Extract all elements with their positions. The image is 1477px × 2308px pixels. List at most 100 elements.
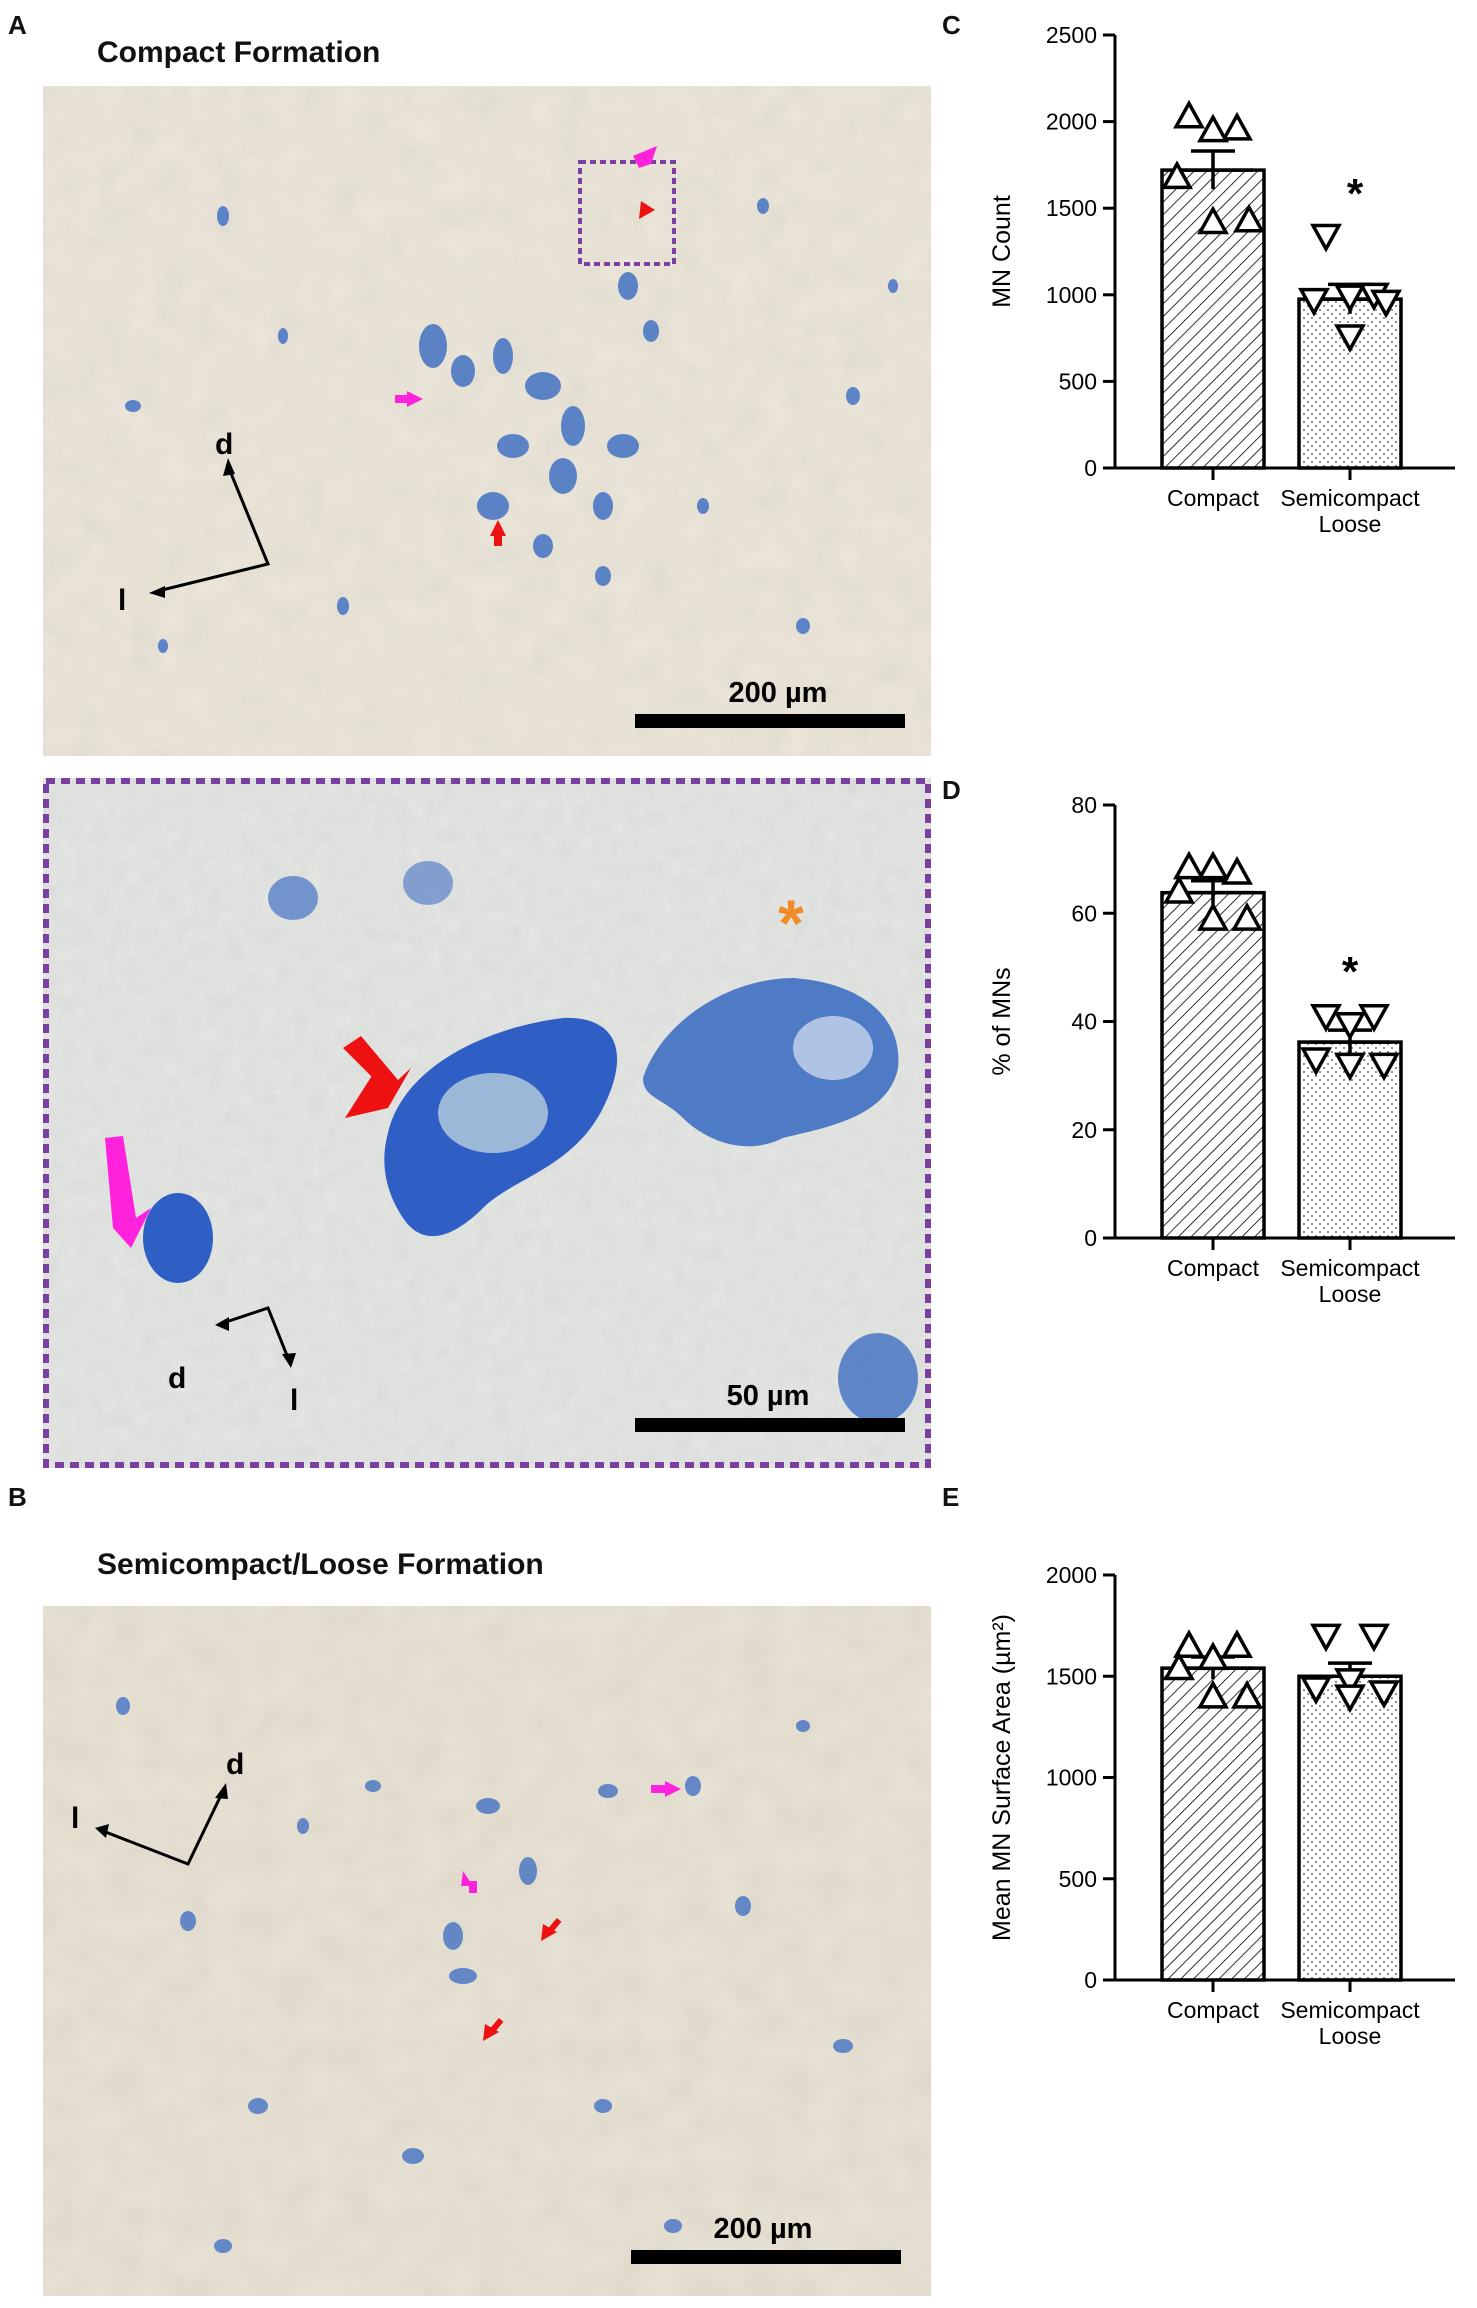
y-tick-label: 0 [1084, 1967, 1097, 1993]
data-point [1197, 850, 1229, 880]
y-tick-label: 60 [1071, 900, 1097, 926]
micrograph-compact-overview: d l 200 µm [43, 86, 931, 756]
inset-scale-bar-label: 50 µm [727, 1380, 810, 1412]
scale-bar-label: 200 µm [729, 677, 828, 709]
bar [1297, 1674, 1403, 1982]
panel-a-title: Compact Formation [97, 36, 381, 69]
data-point [1298, 287, 1330, 317]
b-axis-label-l: l [71, 1802, 79, 1835]
data-point [1197, 113, 1229, 143]
magenta-arrows [395, 146, 657, 407]
data-point [1358, 1003, 1390, 1033]
data-point [1358, 1623, 1390, 1653]
data-point [1368, 1680, 1400, 1710]
y-tick-label: 2000 [1046, 1562, 1097, 1588]
magenta-arrows-b [461, 1781, 681, 1893]
y-axis-label: Mean MN Surface Area (µm²) [988, 1614, 1016, 1941]
inset-border [43, 778, 931, 1468]
y-tick-label: 500 [1059, 1866, 1097, 1892]
panel-b-title: Semicompact/Loose Formation [97, 1548, 544, 1581]
panel-letter-d: D [942, 775, 961, 805]
data-point [1173, 99, 1205, 129]
micrograph-compact-inset: * d l 50 µm [43, 778, 931, 1468]
y-tick-label: 1000 [1046, 1765, 1097, 1791]
data-point [1334, 324, 1366, 353]
b-scale-bar-label: 200 µm [714, 2213, 813, 2245]
inset-region-box [578, 160, 676, 266]
b-axis-label-d: d [226, 1748, 244, 1781]
y-tick-label: 500 [1059, 368, 1097, 394]
data-point [1197, 1641, 1229, 1671]
panel-letter-e: E [942, 1482, 960, 1512]
stained-cells [125, 198, 898, 653]
y-tick-label: 1000 [1046, 282, 1097, 308]
x-tick-label: Loose [1319, 511, 1382, 537]
data-point [1221, 111, 1253, 141]
data-point [1334, 1052, 1366, 1082]
data-point [1233, 203, 1265, 233]
data-point [1173, 1629, 1205, 1659]
y-tick-label: 1500 [1046, 1663, 1097, 1689]
scale-bar [635, 714, 905, 728]
axis-indicator-a [157, 465, 271, 593]
chart-e-surface-area: 0 500 1000 1500 2000 Mean MN Surface Area (µm… [950, 1560, 1477, 2308]
x-tick-label: Loose [1319, 1281, 1382, 1307]
red-arrows [490, 201, 655, 546]
chart-c-mn-count: 0 500 1000 1500 2000 2500 MN Count Compact Semic… [950, 20, 1477, 780]
data-point [1370, 289, 1402, 319]
x-tick-label: Semicompact [1280, 1255, 1420, 1281]
magenta-arrow-large [105, 1136, 151, 1248]
micrograph-semicompact: d l 200 µm [43, 1606, 931, 2296]
y-tick-label: 80 [1071, 792, 1097, 818]
data-point [1334, 1668, 1366, 1697]
y-tick-label: 40 [1071, 1009, 1097, 1035]
bar [1160, 1666, 1266, 1982]
data-point [1231, 1679, 1263, 1709]
data-point [1231, 902, 1263, 931]
data-point [1221, 1629, 1253, 1659]
data-point [1334, 1012, 1366, 1041]
data-point [1334, 1684, 1366, 1714]
x-tick-label: Compact [1167, 485, 1260, 511]
axis-label-l: l [118, 584, 126, 617]
inset-scale-bar [635, 1418, 905, 1432]
data-point [1368, 1052, 1400, 1082]
chart-d-percent-mns: 0 20 40 60 80 % of MNs Compact Semicompact Loose… [950, 790, 1477, 1550]
data-point [1163, 1651, 1195, 1681]
inset-axis-label-l: l [290, 1384, 298, 1417]
significance-marker: * [1347, 170, 1364, 217]
y-tick-label: 2500 [1046, 22, 1097, 48]
data-point [1310, 1003, 1342, 1033]
data-point [1334, 284, 1366, 314]
y-axis-label: MN Count [988, 195, 1016, 308]
inset-axis-label-d: d [168, 1362, 186, 1395]
data-point [1221, 856, 1253, 885]
axis-indicator-inset [222, 1306, 290, 1359]
zoomed-cells [143, 861, 918, 1423]
b-scale-bar [631, 2250, 901, 2264]
data-point [1161, 160, 1193, 190]
red-arrows-b [483, 1917, 562, 2041]
bar [1160, 890, 1266, 1240]
y-tick-label: 2000 [1046, 109, 1097, 135]
axis-indicator-b [102, 1790, 225, 1866]
data-point [1300, 1676, 1332, 1706]
x-tick-label: Compact [1167, 1255, 1260, 1281]
x-tick-label: Semicompact [1280, 485, 1420, 511]
data-point [1300, 1047, 1332, 1076]
x-tick-label: Compact [1167, 1997, 1260, 2023]
panel-letter-c: C [942, 10, 961, 40]
data-point [1197, 205, 1229, 235]
x-tick-label: Loose [1319, 2023, 1382, 2049]
data-point [1197, 1679, 1229, 1709]
data-point [1310, 223, 1342, 253]
panel-letter-a: A [8, 10, 27, 40]
data-point [1197, 902, 1229, 931]
axis-label-d: d [215, 428, 233, 461]
data-point [1173, 850, 1205, 880]
red-arrow-large [343, 1036, 411, 1118]
y-tick-label: 20 [1071, 1117, 1097, 1143]
orange-asterisk: * [778, 886, 804, 960]
y-axis-label: % of MNs [988, 967, 1016, 1075]
y-tick-label: 0 [1084, 455, 1097, 481]
